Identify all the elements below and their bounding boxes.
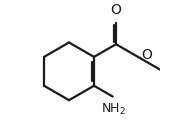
Text: O: O: [111, 3, 121, 17]
Text: NH$_2$: NH$_2$: [101, 102, 126, 117]
Text: O: O: [141, 48, 152, 62]
